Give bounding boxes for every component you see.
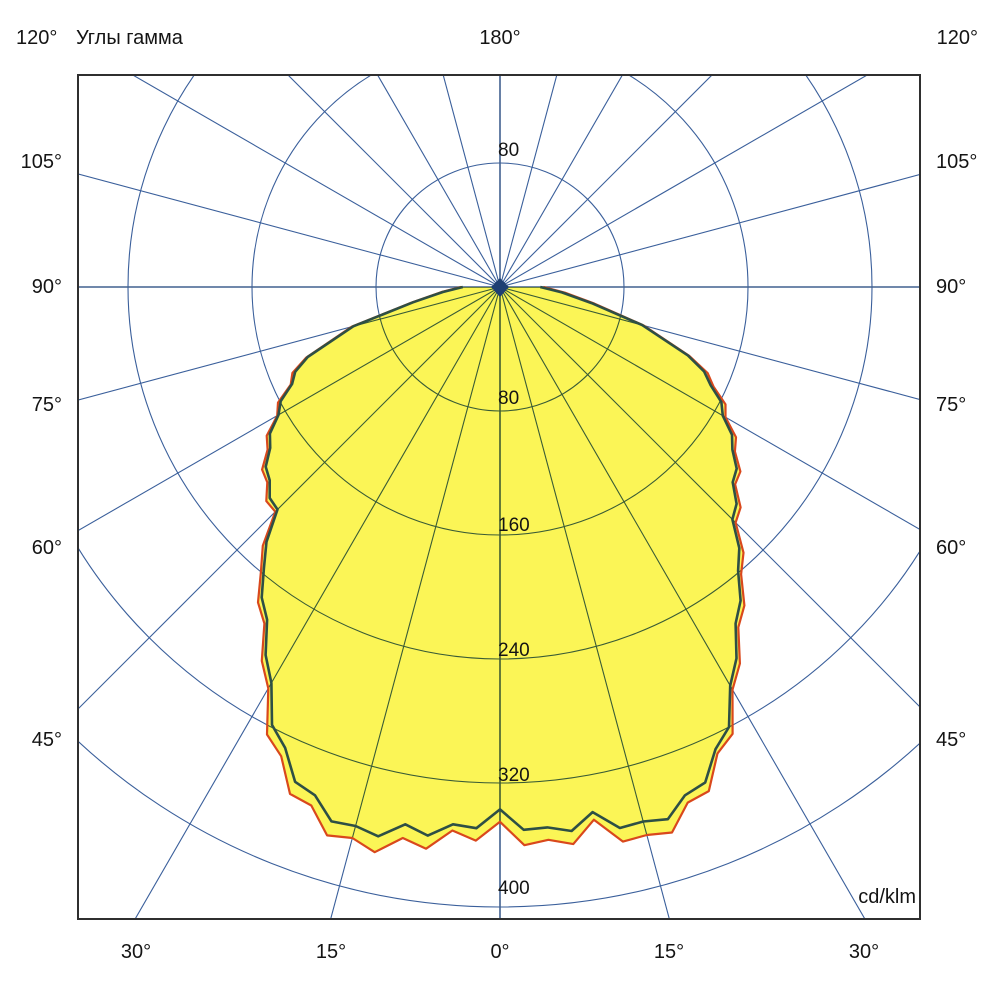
grid-ray-225 (287, 75, 501, 288)
gamma-label-left-75: 75° (31, 394, 62, 416)
grid-ray-285 (78, 286, 501, 401)
gamma-label-right-45: 45° (936, 729, 967, 751)
unit-label: cd/klm (858, 886, 916, 908)
center-dot (491, 278, 509, 297)
grid-ray-120 (499, 75, 869, 288)
gamma-label-bottom-15L: 15° (315, 941, 347, 963)
intensity-curve-dark (260, 285, 742, 838)
grid-ray-210 (376, 75, 501, 288)
grid-ray-255 (78, 173, 501, 288)
intensity-fill (258, 287, 745, 853)
gamma-label-left-60: 60° (31, 537, 62, 559)
radial-label-240: 240 (498, 640, 530, 661)
gamma-label-right-60: 60° (936, 537, 967, 559)
gamma-label-bottom-15R: 15° (653, 941, 685, 963)
grid-ray-165 (499, 75, 558, 288)
gamma-label-top-right: 120° (936, 27, 978, 49)
gamma-label-bottom-30R: 30° (848, 941, 880, 963)
grid-ray-240 (131, 75, 501, 288)
radial-label-80-top: 80 (498, 140, 520, 161)
chart-title: Углы гамма (76, 27, 183, 49)
radial-label-80: 80 (498, 388, 520, 409)
radial-label-320: 320 (498, 765, 530, 786)
gamma-label-left-105: 105° (20, 151, 62, 173)
gamma-label-bottom-0: 0° (490, 941, 510, 963)
grid-ray-150 (499, 75, 624, 288)
plot-border (77, 74, 921, 920)
gamma-label-right-75: 75° (936, 394, 967, 416)
radial-label-400: 400 (498, 878, 530, 899)
gamma-label-right-90: 90° (936, 276, 967, 298)
grid-ray-75 (499, 286, 920, 401)
gamma-label-right-105: 105° (936, 151, 978, 173)
grid-ray-195 (442, 75, 501, 288)
intensity-curve-red (256, 285, 746, 854)
radial-label-160: 160 (498, 515, 530, 536)
gamma-label-bottom-30L: 30° (120, 941, 152, 963)
gamma-label-top-left: 120° (16, 27, 58, 49)
gamma-label-top-center: 180° (479, 27, 521, 49)
gamma-label-left-90: 90° (31, 276, 62, 298)
gamma-label-left-45: 45° (31, 729, 62, 751)
grid-ray-135 (499, 75, 713, 288)
grid-ray-105 (499, 173, 920, 288)
